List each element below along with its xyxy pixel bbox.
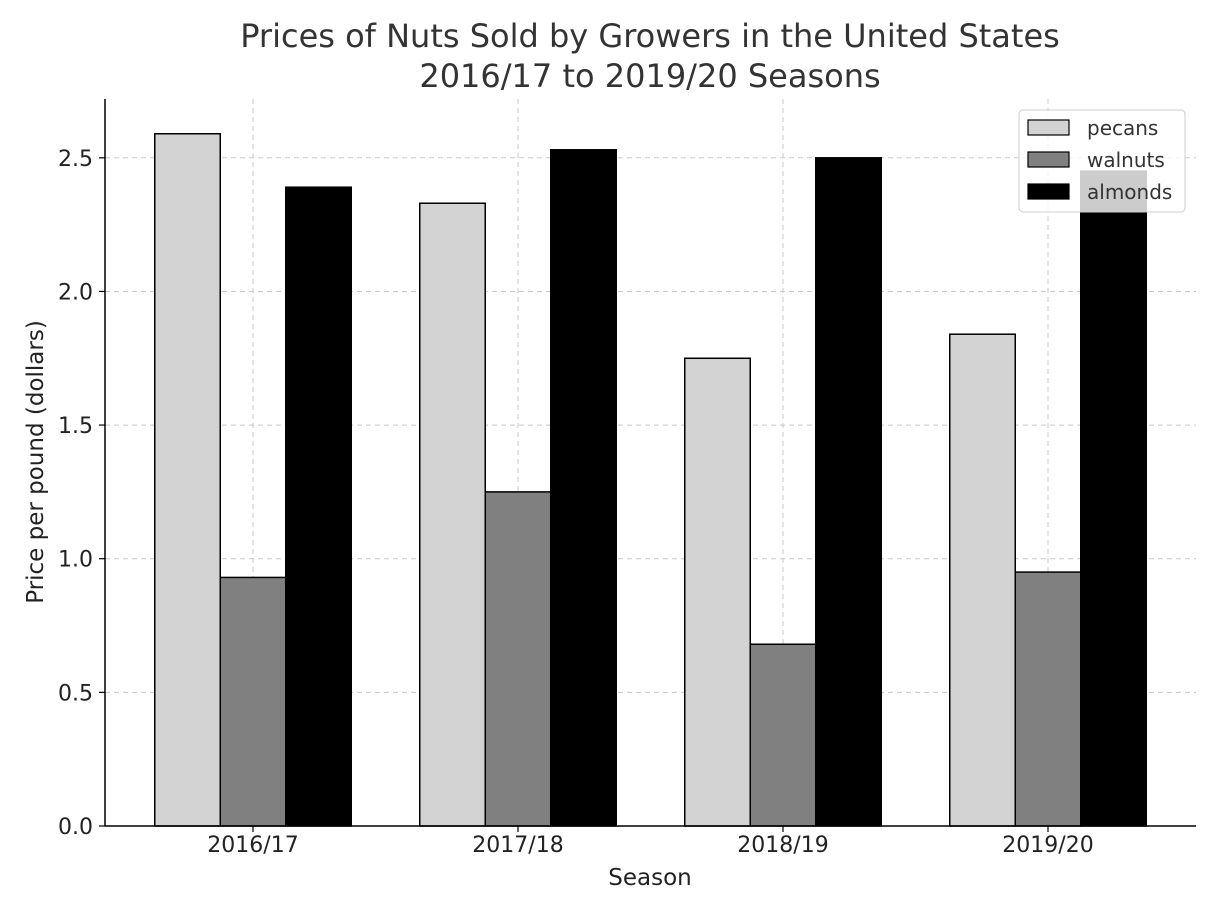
- x-tick-label: 2018/19: [737, 833, 828, 858]
- y-tick-label: 2.5: [58, 147, 93, 172]
- x-axis-label: Season: [608, 865, 691, 891]
- bar-almonds-2017-18: [550, 149, 617, 827]
- legend-swatch-walnuts: [1027, 151, 1070, 168]
- bar-pecans-2016-17: [154, 132, 221, 827]
- y-axis-label: Price per pound (dollars): [23, 320, 49, 604]
- legend-label-almonds: almonds: [1087, 180, 1172, 204]
- bar-walnuts-2018-19: [749, 643, 817, 827]
- chart-title: Prices of Nuts Sold by Growers in the Un…: [240, 17, 1060, 95]
- x-tick-label: 2017/18: [472, 833, 563, 858]
- y-ticks: 0.0 0.5 1.0 1.5 2.0 2.5: [58, 147, 105, 840]
- bar-walnuts-2019-20: [1014, 571, 1082, 827]
- legend-swatch-pecans: [1027, 119, 1070, 136]
- bar-pecans-2017-18: [419, 202, 486, 827]
- bar-walnuts-2017-18: [484, 491, 552, 827]
- y-tick-label: 0.5: [58, 681, 93, 706]
- bar-pecans-2018-19: [684, 357, 751, 827]
- y-tick-label: 1.5: [58, 414, 93, 439]
- y-tick-label: 2.0: [58, 280, 93, 305]
- legend-swatch-almonds: [1027, 183, 1070, 200]
- bars: [154, 132, 1147, 827]
- axes: [104, 99, 1196, 827]
- y-tick-label: 0.0: [58, 815, 93, 840]
- x-tick-label: 2016/17: [207, 833, 298, 858]
- chart-title-line-2: 2016/17 to 2019/20 Seasons: [419, 57, 880, 95]
- bar-walnuts-2016-17: [219, 576, 287, 827]
- legend: pecans walnuts almonds: [1018, 109, 1186, 213]
- bar-pecans-2019-20: [949, 333, 1016, 827]
- legend-label-pecans: pecans: [1087, 116, 1158, 140]
- legend-label-walnuts: walnuts: [1087, 148, 1165, 172]
- bar-almonds-2018-19: [815, 157, 882, 827]
- y-tick-label: 1.0: [58, 548, 93, 573]
- chart-title-line-1: Prices of Nuts Sold by Growers in the Un…: [240, 17, 1060, 55]
- bar-almonds-2019-20: [1080, 170, 1147, 827]
- x-ticks: 2016/17 2017/18 2018/19 2019/20: [207, 826, 1094, 858]
- x-tick-label: 2019/20: [1002, 833, 1093, 858]
- bar-almonds-2016-17: [285, 186, 352, 827]
